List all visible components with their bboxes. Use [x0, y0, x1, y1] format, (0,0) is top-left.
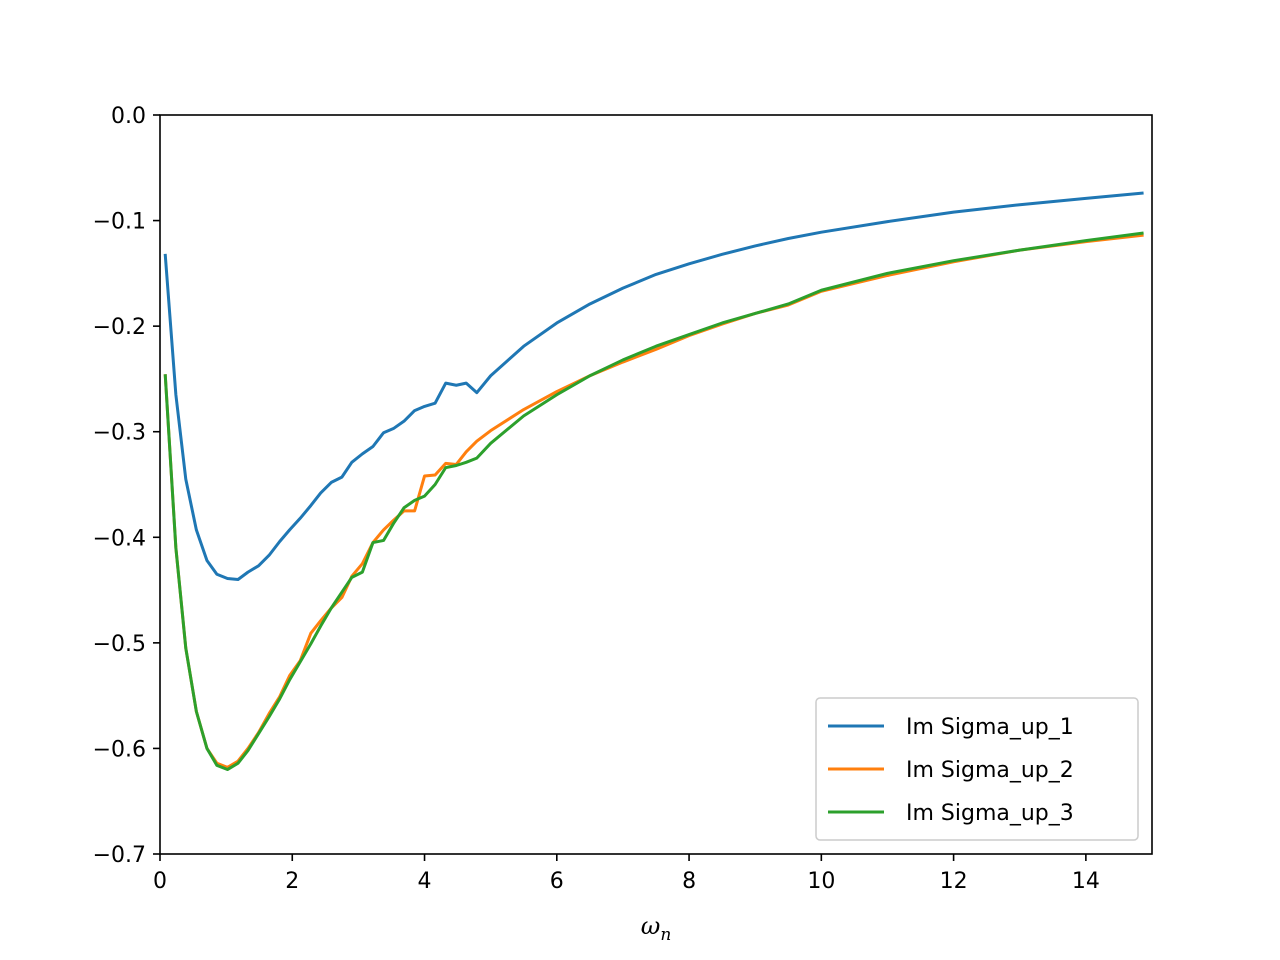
- x-tick-label: 2: [285, 869, 299, 894]
- axes-layer: 0 2 4 6 8 10 12 14 0.0 −0.1 −0.2 −0.3 −0.4 −0.5 −0.6 −0…: [93, 104, 1153, 894]
- y-tick-label: −0.5: [93, 632, 146, 657]
- x-tick-label: 12: [940, 869, 968, 894]
- x-axis-title-symbol: ω: [641, 912, 661, 940]
- x-tick-label: 10: [807, 869, 835, 894]
- y-tick-label: −0.1: [93, 210, 146, 235]
- y-tick-label: −0.6: [93, 737, 146, 762]
- y-tick-label: 0.0: [111, 104, 146, 129]
- x-tick-label: 6: [550, 869, 564, 894]
- legend-label-2: Im Sigma_up_2: [906, 758, 1074, 783]
- y-tick-label: −0.4: [93, 526, 146, 551]
- x-tick-label: 4: [418, 869, 432, 894]
- x-axis-title: ωn: [641, 912, 672, 945]
- axes-frame: [159, 114, 1153, 855]
- legend-label-3: Im Sigma_up_3: [906, 801, 1074, 826]
- x-tick-label: 8: [682, 869, 696, 894]
- series-line-1: [163, 191, 1144, 582]
- x-axis-title-subscript: n: [660, 925, 671, 945]
- x-tick-label: 0: [153, 869, 167, 894]
- y-tick-label: −0.7: [93, 843, 146, 868]
- legend-label-1: Im Sigma_up_1: [906, 715, 1074, 740]
- y-tick-label: −0.2: [93, 315, 146, 340]
- y-tick-label: −0.3: [93, 421, 146, 446]
- legend: Im Sigma_up_1 Im Sigma_up_2 Im Sigma_up_3: [815, 697, 1139, 841]
- x-tick-label: 14: [1072, 869, 1100, 894]
- legend-box: [815, 697, 1139, 841]
- series-line-3: [163, 231, 1144, 772]
- series-layer: [163, 191, 1144, 772]
